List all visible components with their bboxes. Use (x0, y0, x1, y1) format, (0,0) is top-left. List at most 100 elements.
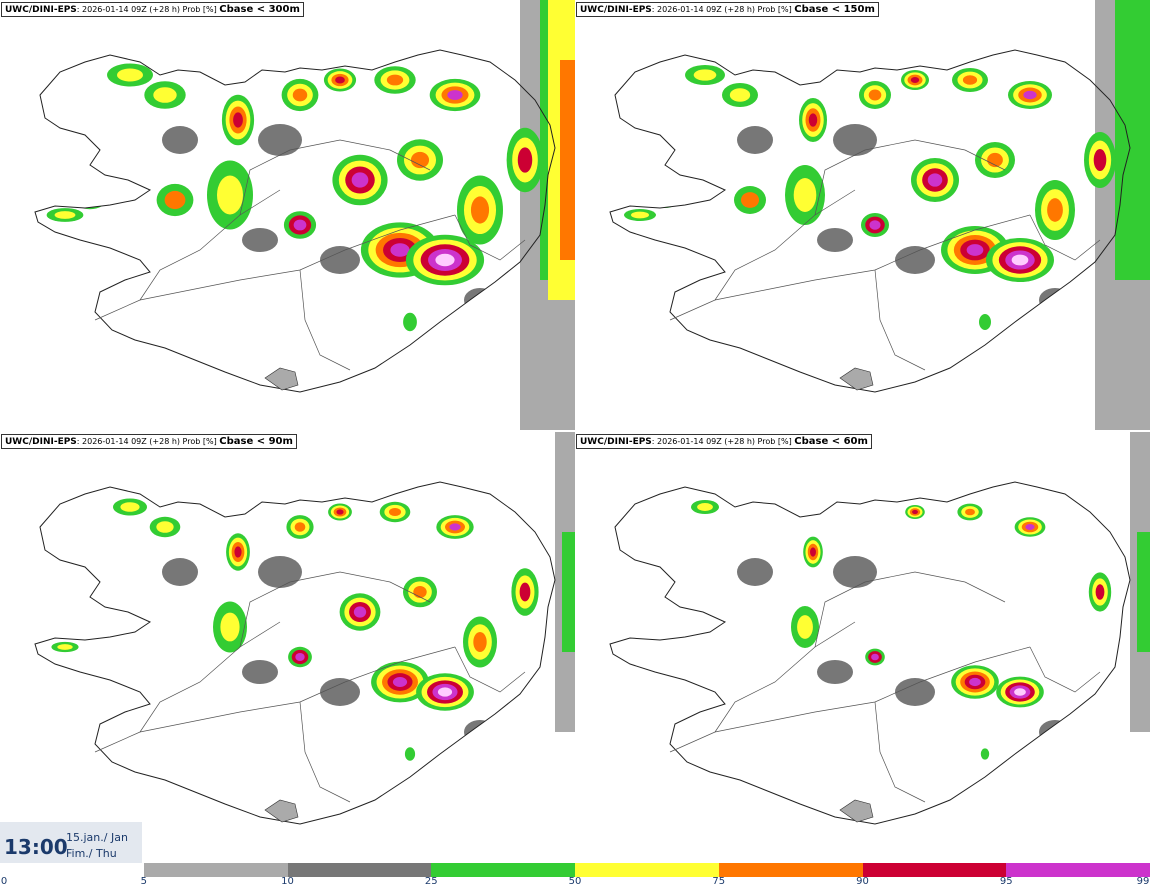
prob-field-mg (871, 653, 879, 661)
prob-field-ye (57, 644, 73, 650)
prob-field-or (410, 151, 430, 169)
prob-field-gr (651, 192, 679, 208)
panel-title: UWC/DINI-EPS: 2026-01-14 09Z (+28 h) Pro… (1, 434, 297, 449)
iceland-probability-map (609, 432, 1150, 825)
road-line (299, 269, 351, 371)
panel-source: UWC/DINI-EPS (580, 5, 652, 15)
road-line (814, 571, 1006, 648)
colorbar-tick-label: 0 (0, 876, 8, 887)
coastline (609, 49, 1131, 393)
prob-field-ye (117, 68, 143, 82)
panel-top-left: UWC/DINI-EPS: 2026-01-14 09Z (+28 h) Pro… (0, 0, 575, 430)
prob-field-ye (217, 175, 243, 215)
prob-field-or (1047, 198, 1063, 222)
prob-field-gr (979, 314, 991, 330)
panel-meta: : 2026-01-14 09Z (+28 h) Prob [%] (651, 437, 795, 446)
road-line (239, 571, 431, 648)
prob-field-rd (912, 509, 918, 515)
colorbar-tick-label: 50 (568, 876, 582, 887)
prob-field-grey (1039, 720, 1071, 744)
prob-field-grey (464, 720, 496, 744)
road-line (874, 701, 926, 803)
road-line (1029, 646, 1101, 693)
prob-field-ye (657, 195, 673, 205)
prob-field-grey (464, 288, 496, 312)
prob-field-mg (1023, 90, 1037, 100)
prob-field-mg (869, 220, 881, 230)
prob-field-ye (153, 87, 177, 103)
prob-field-rd (810, 547, 816, 557)
prob-field-grey (162, 126, 198, 154)
panel-bottom-right: UWC/DINI-EPS: 2026-01-14 09Z (+28 h) Pro… (575, 432, 1150, 862)
colorbar-segment (1006, 863, 1150, 877)
glacier-patch (264, 799, 299, 823)
prob-field-grey (817, 228, 853, 252)
prob-field-ye (697, 503, 713, 511)
prob-field-ye (54, 211, 76, 219)
prob-field-rd (910, 76, 920, 84)
road-line (874, 269, 926, 371)
valid-time: 13:00 (4, 835, 68, 859)
panel-meta: : 2026-01-14 09Z (+28 h) Prob [%] (651, 5, 795, 14)
prob-field-pk (1014, 688, 1026, 696)
probability-fields (624, 65, 1116, 330)
prob-field-mg (447, 90, 463, 100)
panel-source: UWC/DINI-EPS (5, 437, 77, 447)
offshore-field-green (562, 532, 575, 652)
prob-field-gr (403, 312, 417, 332)
panel-variable: Cbase < 60m (794, 436, 868, 447)
prob-field-grey (833, 124, 877, 156)
valid-date: 15.jan./ Jan (66, 831, 128, 844)
prob-field-grey (1039, 288, 1071, 312)
glacier-patch (839, 799, 874, 823)
prob-field-or (868, 89, 882, 101)
valid-weekday: Fim./ Thu (66, 847, 117, 860)
prob-field-mg (449, 523, 461, 531)
panel-meta: : 2026-01-14 09Z (+28 h) Prob [%] (76, 437, 220, 446)
colorbar-tick-label: 10 (281, 876, 294, 887)
prob-field-rd (335, 76, 345, 84)
colorbar-segment (862, 863, 1007, 877)
road-line (454, 214, 526, 261)
prob-field-pk (437, 687, 453, 697)
coastline (34, 481, 556, 825)
colorbar-segment (718, 863, 863, 877)
colorbar-tick-label: 90 (856, 876, 869, 887)
colorbar-tick-label: 95 (999, 876, 1013, 887)
prob-field-mg (1025, 524, 1035, 530)
road-line (94, 214, 456, 321)
offshore-field-orange (560, 60, 575, 260)
prob-field-grey (320, 678, 360, 706)
prob-field-or (740, 192, 760, 208)
prob-field-or (386, 74, 404, 86)
road-line (139, 621, 281, 733)
coastline (609, 481, 1131, 825)
prob-field-ye (120, 502, 140, 512)
prob-field-or (965, 508, 975, 516)
panel-variable: Cbase < 150m (794, 4, 875, 15)
prob-field-pk (1011, 254, 1029, 266)
iceland-probability-map (34, 432, 575, 825)
road-line (714, 621, 856, 733)
coastline (34, 49, 556, 393)
prob-field-gr (120, 264, 140, 276)
road-line (1029, 214, 1101, 261)
iceland-probability-map (34, 0, 575, 430)
probability-fields (46, 63, 544, 332)
panel-title: UWC/DINI-EPS: 2026-01-14 09Z (+28 h) Pro… (576, 2, 879, 17)
panel-meta: : 2026-01-14 09Z (+28 h) Prob [%] (76, 5, 220, 14)
colorbar-segment (287, 863, 432, 877)
panel-title: UWC/DINI-EPS: 2026-01-14 09Z (+28 h) Pro… (1, 2, 304, 17)
iceland-probability-map (609, 0, 1150, 430)
colorbar-tick-label: 25 (424, 876, 438, 887)
colorbar-segment (143, 863, 288, 877)
prob-field-grey (320, 246, 360, 274)
prob-field-mg (927, 173, 943, 187)
prob-field-ye (793, 178, 817, 212)
prob-field-ye (630, 211, 650, 219)
prob-field-or (987, 152, 1003, 168)
prob-field-grey (833, 556, 877, 588)
prob-field-mg (353, 606, 367, 618)
prob-field-or (473, 631, 487, 653)
prob-field-mg (293, 219, 307, 231)
